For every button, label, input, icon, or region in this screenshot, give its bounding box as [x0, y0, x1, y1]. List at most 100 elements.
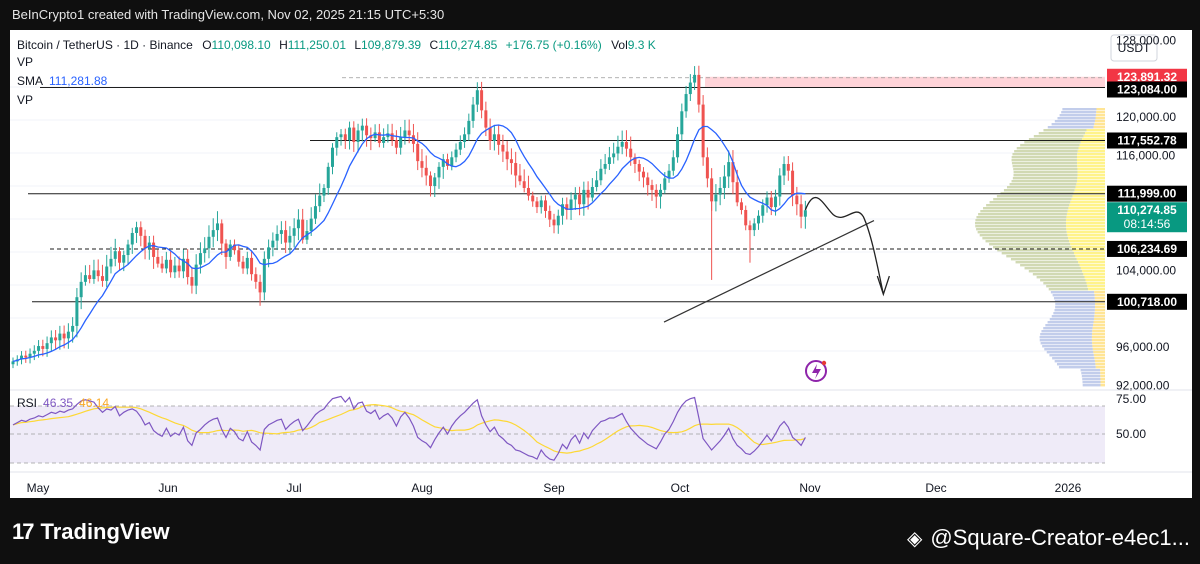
svg-text:110,274.85: 110,274.85: [1117, 203, 1177, 217]
vp-bar: [1095, 306, 1105, 309]
vp-bar: [1016, 147, 1079, 150]
vp-bar: [1076, 258, 1105, 261]
candle: [590, 178, 594, 202]
currency-button[interactable]: USDT: [1110, 34, 1158, 62]
svg-text:123,891.32: 123,891.32: [1117, 70, 1177, 84]
vp-bar: [975, 225, 1067, 228]
vp-bar: [1092, 342, 1105, 345]
price-label: 106,234.69: [1107, 240, 1187, 257]
candle: [309, 207, 313, 236]
vp-bar: [1096, 108, 1105, 111]
vp-bar: [1015, 261, 1079, 264]
vp-bar: [1047, 126, 1094, 129]
open-label: O: [202, 38, 211, 52]
high-value: 111,250.01: [288, 38, 347, 52]
rsi-label: RSI: [17, 396, 37, 410]
vp-bar: [1095, 114, 1105, 117]
vp-bar: [993, 246, 1072, 249]
candle: [739, 198, 743, 215]
vp-bar: [1082, 381, 1101, 384]
candle: [186, 249, 190, 285]
candle: [245, 251, 249, 275]
vp-bar: [1092, 333, 1105, 336]
vp-bar: [1066, 225, 1105, 228]
candle: [275, 225, 279, 251]
vp-bar: [1058, 366, 1096, 369]
resistance-zone: [705, 76, 1105, 88]
candle: [480, 81, 484, 119]
candle: [58, 325, 62, 350]
vp-bar: [1066, 216, 1105, 219]
vp-bar: [1081, 375, 1101, 378]
candle: [394, 130, 398, 155]
vp-label-2: VP: [17, 93, 33, 107]
vp-bar: [1100, 381, 1105, 384]
vp-bar: [1066, 213, 1105, 216]
candle: [130, 227, 134, 254]
rsi-line: [12, 395, 806, 461]
vp-bar: [1082, 270, 1105, 273]
price-label: 111,999.00: [1107, 185, 1187, 202]
vp-bar: [1076, 183, 1105, 186]
candle: [215, 211, 219, 242]
candle: [100, 264, 104, 287]
candle: [407, 119, 411, 144]
candle: [343, 128, 347, 149]
candle: [369, 127, 373, 151]
vp-bar: [1054, 309, 1095, 312]
time-tick: May: [27, 481, 50, 495]
vp-bar: [1083, 273, 1105, 276]
chart-panel[interactable]: Bitcoin / TetherUS · 1D · Binance O110,0…: [10, 30, 1192, 498]
candle: [757, 210, 760, 230]
volume-profile: [974, 108, 1105, 387]
candle: [688, 74, 692, 102]
candle: [32, 345, 36, 361]
vp-bar: [1082, 378, 1101, 381]
tradingview-logo[interactable]: 17 TradingView: [12, 519, 170, 545]
vp-bar: [1033, 135, 1084, 138]
projection-path[interactable]: [804, 196, 890, 297]
vp-bar: [1049, 318, 1094, 321]
candle: [169, 251, 173, 278]
vp-bar: [1100, 372, 1105, 375]
price-tick: 96,000.00: [1116, 340, 1170, 354]
candle: [705, 147, 709, 188]
vp-bar: [1053, 297, 1095, 300]
candle: [697, 65, 701, 113]
vp-bar: [989, 201, 1071, 204]
candle: [267, 239, 271, 268]
candle: [352, 121, 356, 152]
vp-bar: [1077, 177, 1105, 180]
candle: [139, 221, 143, 247]
vp-bar: [997, 249, 1073, 252]
vp-bar: [1084, 276, 1105, 279]
vp-bar: [1036, 276, 1085, 279]
vp-bar: [1066, 219, 1105, 222]
candle: [646, 172, 650, 196]
vp-bar: [1012, 165, 1078, 168]
vp-bar: [1040, 342, 1093, 345]
candle: [599, 159, 603, 186]
vp-bar: [1024, 141, 1081, 144]
candle: [318, 183, 322, 213]
chart-svg[interactable]: Bitcoin / TetherUS · 1D · Binance O110,0…: [10, 30, 1192, 498]
ascending-trendline[interactable]: [663, 219, 875, 323]
candle: [194, 254, 198, 295]
candle: [156, 249, 160, 268]
vp-bar: [1046, 351, 1094, 354]
vp-bar: [1066, 228, 1105, 231]
candle: [437, 162, 441, 189]
candle: [535, 197, 539, 214]
vp-bar: [975, 219, 1067, 222]
candle: [313, 194, 317, 225]
vp-bar: [1055, 306, 1096, 309]
candle: [718, 177, 722, 206]
candle: [177, 256, 181, 278]
candle: [382, 128, 386, 148]
vp-bar: [980, 210, 1068, 213]
candle: [326, 162, 330, 195]
candle: [744, 205, 748, 231]
vp-bar: [1075, 186, 1105, 189]
candle: [693, 66, 697, 91]
